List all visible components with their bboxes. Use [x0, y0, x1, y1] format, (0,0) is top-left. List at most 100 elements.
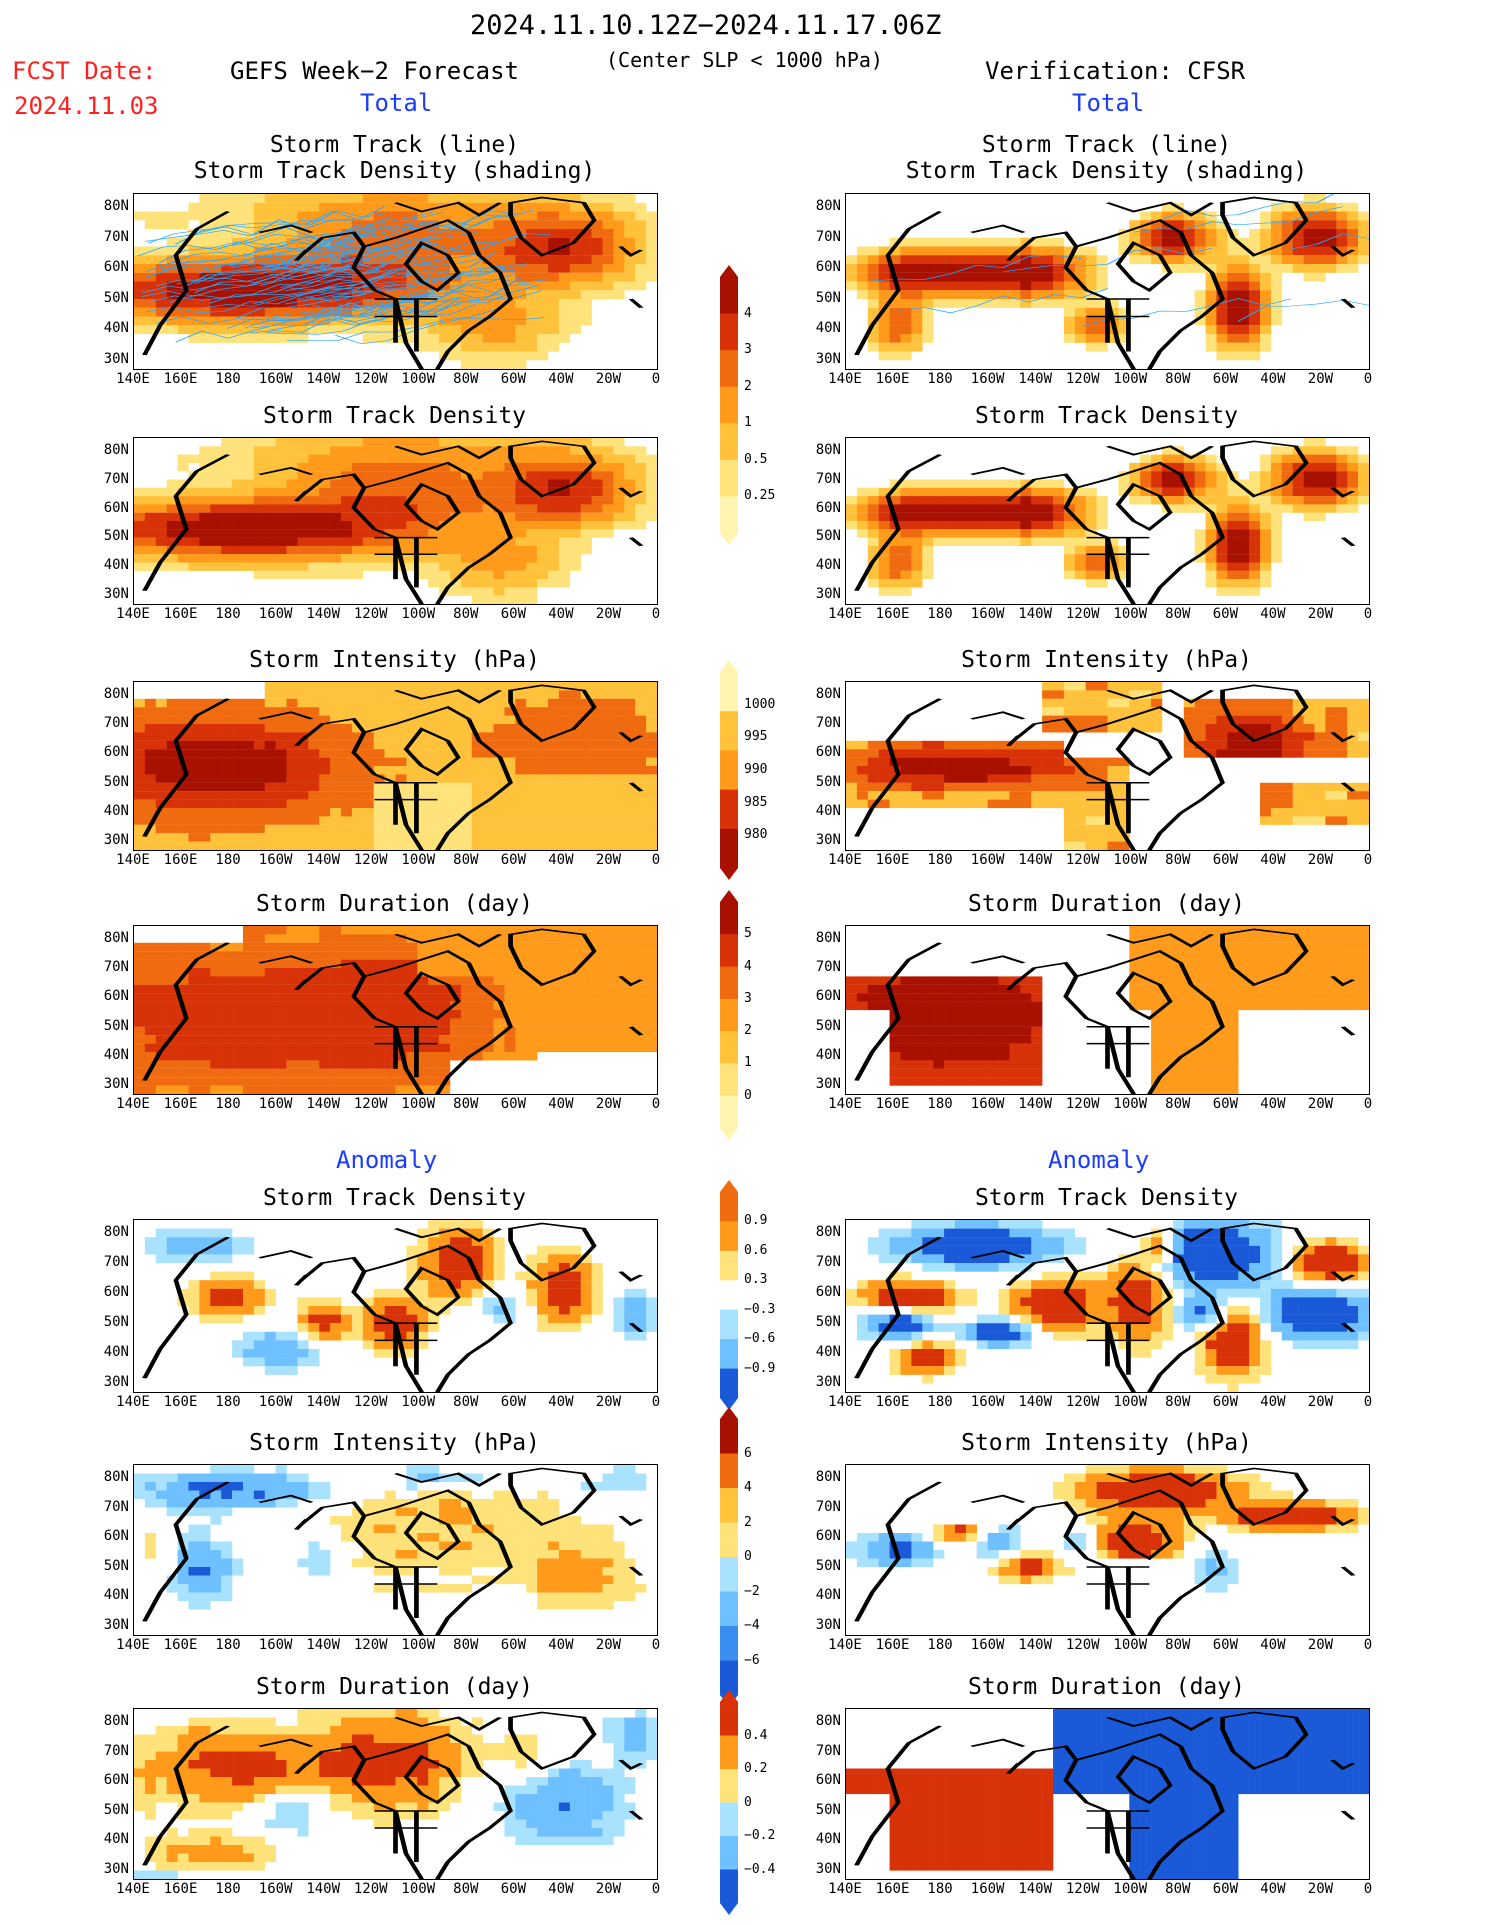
lon-tick-label: 100W: [401, 1394, 436, 1410]
forecast-danom-map: [133, 1219, 658, 1393]
lat-tick-label: 70N: [103, 1742, 129, 1759]
lat-tick-label: 80N: [103, 198, 129, 214]
lat-tick-label: 50N: [103, 528, 129, 545]
lon-tick-label: 100W: [1113, 1394, 1148, 1410]
lat-tick-label: 60N: [103, 744, 129, 761]
density_anom-colorbar-label: 0.9: [744, 1213, 768, 1229]
lon-tick-label: 120W: [353, 606, 388, 622]
lat-tick-label: 50N: [815, 773, 841, 790]
lat-tick-label: 40N: [103, 1344, 129, 1360]
lat-tick-label: 80N: [815, 1469, 841, 1485]
verification-track-title-2: Storm Track Density (shading): [905, 158, 1308, 184]
verification-track-map: [845, 193, 1370, 370]
fcst-date-value: 2024.11.03: [14, 92, 159, 120]
lat-tick-label: 70N: [815, 1498, 841, 1515]
lon-tick-label: 140E: [116, 1637, 150, 1653]
lon-tick-label: 180: [927, 1394, 953, 1410]
lon-tick-label: 20W: [595, 1096, 622, 1112]
lon-tick-label: 160W: [258, 1881, 293, 1897]
lon-tick-label: 40W: [548, 1394, 574, 1410]
lat-tick-label: 70N: [815, 1254, 841, 1270]
density-colorbar-label: 2: [744, 378, 752, 394]
lat-tick-label: 40N: [103, 802, 129, 819]
lon-tick-label: 60W: [500, 1881, 527, 1897]
lat-tick-label: 30N: [815, 1076, 841, 1092]
lat-tick-label: 70N: [103, 715, 129, 732]
intensity-colorbar-label: 995: [744, 729, 768, 745]
lon-tick-label: 0: [1363, 1394, 1373, 1410]
lat-tick-label: 50N: [815, 528, 841, 545]
forecast-track-title-2: Storm Track Density (shading): [193, 158, 596, 184]
duration-colorbar-label: 1: [744, 1055, 752, 1071]
lat-tick-label: 40N: [103, 1587, 129, 1604]
lon-tick-label: 20W: [595, 371, 622, 387]
lat-tick-label: 80N: [815, 1224, 841, 1240]
lat-tick-label: 80N: [815, 930, 841, 946]
lon-tick-label: 120W: [1065, 1881, 1100, 1897]
density_anom-colorbar-label: −0.6: [744, 1331, 776, 1347]
lat-tick-label: 60N: [815, 744, 841, 761]
density-colorbar-label: 1: [744, 415, 752, 431]
lon-tick-label: 40W: [548, 371, 574, 387]
lon-tick-label: 120W: [1065, 852, 1100, 868]
lat-tick-label: 60N: [103, 499, 129, 516]
duration_anom-colorbar-label: 0.4: [744, 1727, 768, 1743]
lat-tick-label: 50N: [103, 1557, 129, 1574]
intensity_anom-colorbar-label: 4: [744, 1480, 752, 1495]
lon-tick-label: 180: [927, 1637, 953, 1653]
lon-tick-label: 40W: [1260, 371, 1286, 387]
lon-tick-label: 160E: [163, 1394, 198, 1410]
lat-tick-label: 80N: [103, 686, 129, 702]
lon-tick-label: 160W: [258, 852, 293, 868]
lon-tick-label: 160W: [258, 1096, 293, 1112]
lon-tick-label: 160E: [875, 1637, 910, 1653]
lon-tick-label: 160W: [970, 371, 1005, 387]
lat-tick-label: 50N: [103, 1314, 129, 1330]
intensity-colorbar-label: 990: [744, 762, 768, 777]
density_anom-colorbar-label: 0.6: [744, 1242, 768, 1258]
lat-tick-label: 70N: [103, 228, 129, 245]
lon-tick-label: 40W: [1260, 1881, 1286, 1897]
lon-tick-label: 160W: [970, 1394, 1005, 1410]
lon-tick-label: 160W: [970, 1096, 1005, 1112]
lon-tick-label: 40W: [1260, 1637, 1286, 1653]
lon-tick-label: 80W: [453, 1637, 479, 1653]
lon-tick-label: 60W: [1212, 1394, 1239, 1410]
lon-tick-label: 60W: [500, 371, 527, 387]
lon-tick-label: 40W: [1260, 1096, 1286, 1112]
lon-tick-label: 140W: [306, 1096, 341, 1112]
lon-tick-label: 0: [651, 606, 661, 622]
lat-tick-label: 40N: [815, 1046, 841, 1063]
lon-tick-label: 140E: [116, 1096, 150, 1112]
lon-tick-label: 160E: [875, 1881, 910, 1897]
lon-tick-label: 180: [215, 606, 241, 622]
lon-tick-label: 0: [651, 1637, 661, 1653]
lon-tick-label: 60W: [1212, 1637, 1239, 1653]
lat-tick-label: 40N: [815, 1587, 841, 1604]
lon-tick-label: 160E: [875, 606, 910, 622]
lon-tick-label: 160W: [258, 1637, 293, 1653]
duration_anom-colorbar-label: 0: [744, 1794, 752, 1810]
lon-tick-label: 40W: [548, 852, 574, 868]
verification-danom-title-1: Storm Track Density: [974, 1185, 1239, 1211]
duration-anomaly-colorbar: [720, 1690, 738, 1915]
date-range-title: 2024.11.10.12Z−2024.11.17.06Z: [470, 10, 942, 41]
lat-tick-label: 30N: [103, 351, 129, 367]
lon-tick-label: 160E: [163, 1637, 198, 1653]
forecast-ianom-title-1: Storm Intensity (hPa): [249, 1430, 540, 1456]
forecast-uanom-map: [133, 1708, 658, 1880]
lon-tick-label: 120W: [1065, 371, 1100, 387]
lon-tick-label: 80W: [1165, 1637, 1191, 1653]
lat-tick-label: 70N: [815, 470, 841, 487]
lon-tick-label: 180: [215, 1394, 241, 1410]
lon-tick-label: 160W: [970, 1881, 1005, 1897]
lon-tick-label: 140E: [116, 1881, 150, 1897]
lat-tick-label: 50N: [103, 289, 129, 306]
lon-tick-label: 140E: [828, 1394, 862, 1410]
verification-ianom-map: [845, 1464, 1370, 1636]
lat-tick-label: 30N: [815, 1617, 841, 1633]
lat-tick-label: 80N: [815, 686, 841, 702]
lon-tick-label: 0: [1363, 1096, 1373, 1112]
fcst-date-label: FCST Date:: [12, 57, 157, 85]
lon-tick-label: 80W: [1165, 1881, 1191, 1897]
